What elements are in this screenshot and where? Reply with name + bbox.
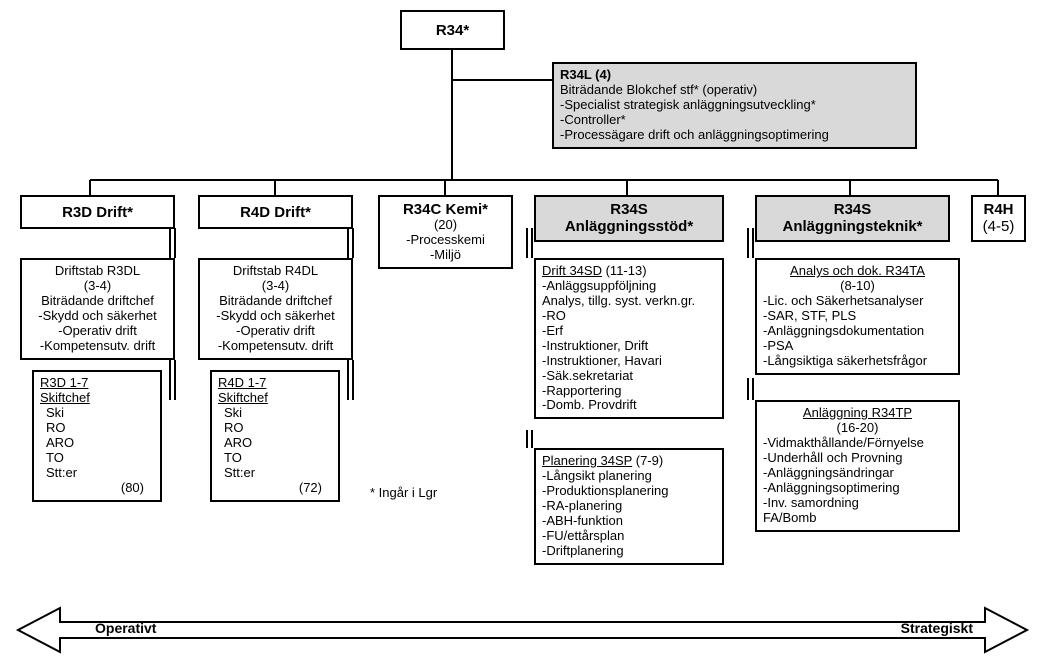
sd-b8: -Domb. Provdrift	[542, 398, 716, 413]
node-label-bot: Anläggningsteknik*	[763, 218, 942, 235]
r4d17-i1: RO	[218, 421, 332, 436]
tp-count: (16-20)	[763, 421, 952, 436]
node-r4d: R4D Drift*	[198, 195, 353, 229]
r3d17-role: Skiftchef	[40, 391, 154, 406]
node-label-top: R34S	[542, 201, 716, 218]
tp-b2: -Anläggningsändringar	[763, 466, 952, 481]
r3dl-b2: -Operativ drift	[28, 324, 167, 339]
sd-count: (11-13)	[606, 263, 647, 278]
tp-b1: -Underhåll och Provning	[763, 451, 952, 466]
r34c-b0: -Processkemi	[386, 233, 505, 248]
node-drift-34sd: Drift 34SD (11-13) -Anläggsuppföljning A…	[534, 258, 724, 419]
r4dl-b0: Biträdande driftchef	[206, 294, 345, 309]
footnote: * Ingår i Lgr	[370, 485, 437, 500]
r3d17-i0: Ski	[40, 406, 154, 421]
r34c-count: (20)	[386, 218, 505, 233]
sp-b0: -Långsikt planering	[542, 469, 716, 484]
ta-b4: -Långsiktiga säkerhetsfrågor	[763, 354, 952, 369]
node-label: R4D Drift*	[240, 204, 311, 221]
ta-b3: -PSA	[763, 339, 952, 354]
sd-b1: Analys, tillg. syst. verkn.gr.	[542, 294, 716, 309]
r4d17-i4: Stt:er	[218, 466, 332, 481]
r3d17-i3: TO	[40, 451, 154, 466]
tp-b4: -Inv. samordning	[763, 496, 952, 511]
r4d17-i3: TO	[218, 451, 332, 466]
node-label: R34*	[436, 22, 469, 39]
r3dl-title: Driftstab R3DL	[28, 264, 167, 279]
r34l-b1: -Controller*	[560, 113, 909, 128]
r34c-b1: -Miljö	[386, 248, 505, 263]
r4d17-role: Skiftchef	[218, 391, 332, 406]
node-label: R34C Kemi*	[386, 201, 505, 218]
r34l-title: R34L (4)	[560, 68, 909, 83]
r3dl-b3: -Kompetensutv. drift	[28, 339, 167, 354]
sd-b0: -Anläggsuppföljning	[542, 279, 716, 294]
sp-b2: -RA-planering	[542, 499, 716, 514]
r3dl-count: (3-4)	[28, 279, 167, 294]
sd-b4: -Instruktioner, Drift	[542, 339, 716, 354]
node-r34s-stod: R34S Anläggningsstöd*	[534, 195, 724, 242]
node-r3d: R3D Drift*	[20, 195, 175, 229]
sp-title: Planering 34SP	[542, 453, 632, 468]
ta-b0: -Lic. och Säkerhetsanalyser	[763, 294, 952, 309]
r3d17-i2: ARO	[40, 436, 154, 451]
axis-right-label: Strategiskt	[901, 620, 973, 636]
node-anlaggning-r34tp: Anläggning R34TP (16-20) -Vidmakthålland…	[755, 400, 960, 532]
node-r34s-teknik: R34S Anläggningsteknik*	[755, 195, 950, 242]
node-r4d-1-7: R4D 1-7 Skiftchef Ski RO ARO TO Stt:er (…	[210, 370, 340, 502]
tp-title: Anläggning R34TP	[763, 406, 952, 421]
node-r34-root: R34*	[400, 10, 505, 50]
r4dl-b3: -Kompetensutv. drift	[206, 339, 345, 354]
sd-b5: -Instruktioner, Havari	[542, 354, 716, 369]
r4d17-i2: ARO	[218, 436, 332, 451]
sp-b4: -FU/ettårsplan	[542, 529, 716, 544]
node-planering-34sp: Planering 34SP (7-9) -Långsikt planering…	[534, 448, 724, 565]
sd-b3: -Erf	[542, 324, 716, 339]
r4d17-i0: Ski	[218, 406, 332, 421]
sd-title: Drift 34SD	[542, 263, 602, 278]
axis-left-label: Operativt	[95, 620, 156, 636]
r4dl-count: (3-4)	[206, 279, 345, 294]
r4dl-title: Driftstab R4DL	[206, 264, 345, 279]
tp-b5: FA/Bomb	[763, 511, 952, 526]
ta-b2: -Anläggningsdokumentation	[763, 324, 952, 339]
tp-b0: -Vidmakthållande/Förnyelse	[763, 436, 952, 451]
node-r4h: R4H (4-5)	[971, 195, 1026, 242]
r3d17-title: R3D 1-7	[40, 376, 154, 391]
r3d17-total: (80)	[40, 481, 154, 496]
r34l-b2: -Processägare drift och anläggningsoptim…	[560, 128, 909, 143]
r34l-subtitle: Biträdande Blokchef stf* (operativ)	[560, 83, 909, 98]
ta-title: Analys och dok. R34TA	[763, 264, 952, 279]
r4dl-b2: -Operativ drift	[206, 324, 345, 339]
r4h-count: (4-5)	[979, 218, 1018, 235]
ta-b1: -SAR, STF, PLS	[763, 309, 952, 324]
node-label-bot: Anläggningsstöd*	[542, 218, 716, 235]
tp-b3: -Anläggningsoptimering	[763, 481, 952, 496]
r4dl-b1: -Skydd och säkerhet	[206, 309, 345, 324]
node-label: R4H	[979, 201, 1018, 218]
ta-count: (8-10)	[763, 279, 952, 294]
sp-b1: -Produktionsplanering	[542, 484, 716, 499]
sp-b5: -Driftplanering	[542, 544, 716, 559]
r3dl-b1: -Skydd och säkerhet	[28, 309, 167, 324]
node-r34l: R34L (4) Biträdande Blokchef stf* (opera…	[552, 62, 917, 149]
node-r3d-1-7: R3D 1-7 Skiftchef Ski RO ARO TO Stt:er (…	[32, 370, 162, 502]
node-r34c: R34C Kemi* (20) -Processkemi -Miljö	[378, 195, 513, 269]
node-label-top: R34S	[763, 201, 942, 218]
node-r4dl: Driftstab R4DL (3-4) Biträdande driftche…	[198, 258, 353, 360]
node-label: R3D Drift*	[62, 204, 133, 221]
sd-b2: -RO	[542, 309, 716, 324]
r4d17-total: (72)	[218, 481, 332, 496]
r34l-b0: -Specialist strategisk anläggningsutveck…	[560, 98, 909, 113]
r3dl-b0: Biträdande driftchef	[28, 294, 167, 309]
sd-b6: -Säk.sekretariat	[542, 369, 716, 384]
sp-b3: -ABH-funktion	[542, 514, 716, 529]
r3d17-i1: RO	[40, 421, 154, 436]
sp-count: (7-9)	[636, 453, 663, 468]
r4d17-title: R4D 1-7	[218, 376, 332, 391]
node-r3dl: Driftstab R3DL (3-4) Biträdande driftche…	[20, 258, 175, 360]
r3d17-i4: Stt:er	[40, 466, 154, 481]
sd-b7: -Rapportering	[542, 384, 716, 399]
node-analys-r34ta: Analys och dok. R34TA (8-10) -Lic. och S…	[755, 258, 960, 375]
